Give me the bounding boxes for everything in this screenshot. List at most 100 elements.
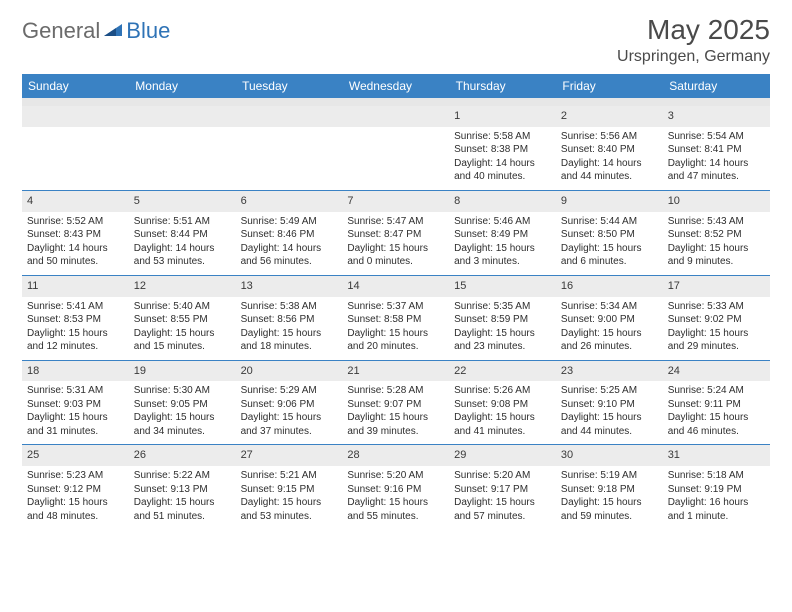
sunset-line: Sunset: 8:38 PM: [454, 143, 551, 157]
day-number-cell: 8: [449, 191, 556, 212]
day-number-cell: [236, 106, 343, 127]
daylight-line: Daylight: 14 hours and 56 minutes.: [241, 242, 338, 269]
sunset-line: Sunset: 9:08 PM: [454, 398, 551, 412]
day-info-row: Sunrise: 5:52 AMSunset: 8:43 PMDaylight:…: [22, 212, 770, 276]
day-number-cell: 2: [556, 106, 663, 127]
daylight-line: Daylight: 15 hours and 55 minutes.: [347, 496, 444, 523]
sunrise-line: Sunrise: 5:19 AM: [561, 469, 658, 483]
sunrise-line: Sunrise: 5:49 AM: [241, 215, 338, 229]
sunset-line: Sunset: 9:12 PM: [27, 483, 124, 497]
sunrise-line: Sunrise: 5:24 AM: [668, 384, 765, 398]
sunset-line: Sunset: 9:11 PM: [668, 398, 765, 412]
dow-header-cell: Tuesday: [236, 74, 343, 98]
day-number-row: 25262728293031: [22, 445, 770, 466]
sunset-line: Sunset: 8:53 PM: [27, 313, 124, 327]
day-number-cell: 6: [236, 191, 343, 212]
day-number-cell: 5: [129, 191, 236, 212]
sunset-line: Sunset: 8:50 PM: [561, 228, 658, 242]
sunrise-line: Sunrise: 5:54 AM: [668, 130, 765, 144]
dow-header-cell: Saturday: [663, 74, 770, 98]
day-info-cell: Sunrise: 5:54 AMSunset: 8:41 PMDaylight:…: [663, 127, 770, 191]
dow-header-row: SundayMondayTuesdayWednesdayThursdayFrid…: [22, 74, 770, 98]
dow-header-cell: Sunday: [22, 74, 129, 98]
day-info-row: Sunrise: 5:58 AMSunset: 8:38 PMDaylight:…: [22, 127, 770, 191]
sunset-line: Sunset: 8:44 PM: [134, 228, 231, 242]
day-number-cell: 14: [342, 276, 449, 297]
day-number-cell: 9: [556, 191, 663, 212]
day-info-row: Sunrise: 5:31 AMSunset: 9:03 PMDaylight:…: [22, 381, 770, 445]
day-number-cell: 26: [129, 445, 236, 466]
sunrise-line: Sunrise: 5:38 AM: [241, 300, 338, 314]
sunset-line: Sunset: 9:18 PM: [561, 483, 658, 497]
day-info-cell: Sunrise: 5:30 AMSunset: 9:05 PMDaylight:…: [129, 381, 236, 445]
day-info-cell: Sunrise: 5:52 AMSunset: 8:43 PMDaylight:…: [22, 212, 129, 276]
day-number-row: 11121314151617: [22, 276, 770, 297]
sunset-line: Sunset: 8:40 PM: [561, 143, 658, 157]
day-number-cell: 27: [236, 445, 343, 466]
day-number-cell: 7: [342, 191, 449, 212]
sunrise-line: Sunrise: 5:43 AM: [668, 215, 765, 229]
day-info-cell: Sunrise: 5:18 AMSunset: 9:19 PMDaylight:…: [663, 466, 770, 529]
daylight-line: Daylight: 15 hours and 37 minutes.: [241, 411, 338, 438]
day-info-cell: Sunrise: 5:25 AMSunset: 9:10 PMDaylight:…: [556, 381, 663, 445]
day-info-cell: Sunrise: 5:43 AMSunset: 8:52 PMDaylight:…: [663, 212, 770, 276]
day-number-cell: 28: [342, 445, 449, 466]
sunset-line: Sunset: 9:10 PM: [561, 398, 658, 412]
sunrise-line: Sunrise: 5:47 AM: [347, 215, 444, 229]
daylight-line: Daylight: 15 hours and 15 minutes.: [134, 327, 231, 354]
day-info-cell: Sunrise: 5:34 AMSunset: 9:00 PMDaylight:…: [556, 297, 663, 361]
day-number-cell: 21: [342, 361, 449, 382]
sunrise-line: Sunrise: 5:31 AM: [27, 384, 124, 398]
sunrise-line: Sunrise: 5:23 AM: [27, 469, 124, 483]
day-info-cell: Sunrise: 5:19 AMSunset: 9:18 PMDaylight:…: [556, 466, 663, 529]
day-info-cell: Sunrise: 5:44 AMSunset: 8:50 PMDaylight:…: [556, 212, 663, 276]
daylight-line: Daylight: 15 hours and 41 minutes.: [454, 411, 551, 438]
day-number-cell: 20: [236, 361, 343, 382]
day-info-cell: [342, 127, 449, 191]
sunrise-line: Sunrise: 5:25 AM: [561, 384, 658, 398]
sunset-line: Sunset: 8:46 PM: [241, 228, 338, 242]
day-info-cell: Sunrise: 5:24 AMSunset: 9:11 PMDaylight:…: [663, 381, 770, 445]
day-number-cell: [342, 106, 449, 127]
day-number-cell: 1: [449, 106, 556, 127]
sunset-line: Sunset: 9:05 PM: [134, 398, 231, 412]
brand-part2: Blue: [126, 18, 170, 44]
day-number-row: 18192021222324: [22, 361, 770, 382]
day-number-cell: 18: [22, 361, 129, 382]
day-number-cell: 29: [449, 445, 556, 466]
sunset-line: Sunset: 8:55 PM: [134, 313, 231, 327]
brand-logo: General Blue: [22, 18, 170, 44]
sunset-line: Sunset: 8:58 PM: [347, 313, 444, 327]
day-number-cell: 30: [556, 445, 663, 466]
day-info-cell: Sunrise: 5:58 AMSunset: 8:38 PMDaylight:…: [449, 127, 556, 191]
day-info-cell: Sunrise: 5:28 AMSunset: 9:07 PMDaylight:…: [342, 381, 449, 445]
day-number-cell: [129, 106, 236, 127]
day-info-cell: Sunrise: 5:49 AMSunset: 8:46 PMDaylight:…: [236, 212, 343, 276]
daylight-line: Daylight: 15 hours and 26 minutes.: [561, 327, 658, 354]
day-number-cell: 15: [449, 276, 556, 297]
day-number-cell: 12: [129, 276, 236, 297]
daylight-line: Daylight: 15 hours and 44 minutes.: [561, 411, 658, 438]
sunset-line: Sunset: 9:15 PM: [241, 483, 338, 497]
brand-part1: General: [22, 18, 100, 44]
daylight-line: Daylight: 15 hours and 29 minutes.: [668, 327, 765, 354]
day-info-cell: Sunrise: 5:31 AMSunset: 9:03 PMDaylight:…: [22, 381, 129, 445]
day-info-cell: Sunrise: 5:51 AMSunset: 8:44 PMDaylight:…: [129, 212, 236, 276]
day-info-cell: Sunrise: 5:40 AMSunset: 8:55 PMDaylight:…: [129, 297, 236, 361]
day-number-cell: 19: [129, 361, 236, 382]
sunrise-line: Sunrise: 5:33 AM: [668, 300, 765, 314]
sunset-line: Sunset: 9:06 PM: [241, 398, 338, 412]
sunrise-line: Sunrise: 5:44 AM: [561, 215, 658, 229]
day-info-cell: Sunrise: 5:46 AMSunset: 8:49 PMDaylight:…: [449, 212, 556, 276]
day-number-cell: 10: [663, 191, 770, 212]
sunset-line: Sunset: 8:49 PM: [454, 228, 551, 242]
day-info-cell: Sunrise: 5:29 AMSunset: 9:06 PMDaylight:…: [236, 381, 343, 445]
sunrise-line: Sunrise: 5:29 AM: [241, 384, 338, 398]
day-info-cell: [236, 127, 343, 191]
header: General Blue May 2025 Urspringen, German…: [22, 14, 770, 66]
sunset-line: Sunset: 8:52 PM: [668, 228, 765, 242]
daylight-line: Daylight: 15 hours and 23 minutes.: [454, 327, 551, 354]
daylight-line: Daylight: 15 hours and 0 minutes.: [347, 242, 444, 269]
daylight-line: Daylight: 15 hours and 6 minutes.: [561, 242, 658, 269]
sunrise-line: Sunrise: 5:28 AM: [347, 384, 444, 398]
